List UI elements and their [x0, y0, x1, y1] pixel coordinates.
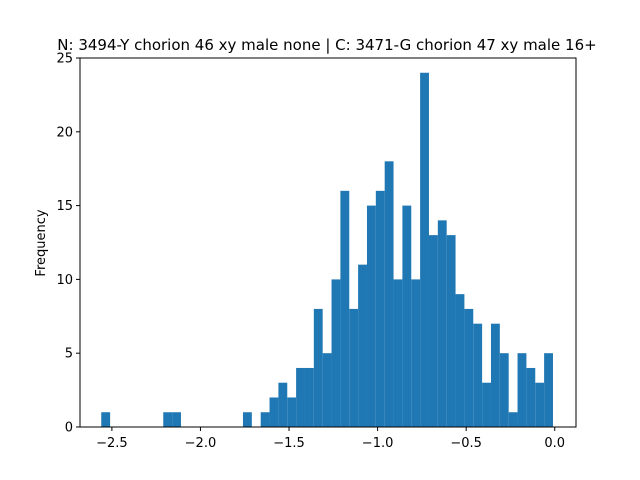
histogram-bar-5	[269, 397, 279, 427]
histogram-bar-27	[464, 308, 474, 427]
x-tick-label: −0.5	[450, 436, 482, 451]
histogram-bar-1	[163, 412, 173, 427]
x-tick-label: −1.5	[273, 436, 305, 451]
histogram-bar-9	[304, 367, 314, 427]
histogram-bar-31	[499, 353, 509, 427]
histogram-bar-16	[366, 205, 376, 427]
histogram-bar-10	[313, 308, 323, 427]
histogram-bar-7	[287, 397, 297, 427]
histogram-bar-22	[420, 72, 429, 427]
x-tick-label: −1.0	[362, 436, 394, 451]
histogram-bar-13	[340, 190, 350, 427]
histogram-bar-3	[242, 412, 252, 427]
x-tick-label: 0.0	[544, 436, 565, 451]
x-tick-label: −2.5	[96, 436, 128, 451]
histogram-bar-26	[455, 294, 465, 427]
histogram-bar-23	[428, 235, 438, 427]
histogram-bar-30	[490, 323, 500, 427]
y-tick-label: 25	[56, 52, 73, 67]
histogram-bar-21	[411, 279, 421, 427]
histogram-bar-8	[296, 367, 305, 427]
histogram-bar-0	[101, 412, 111, 427]
y-tick-label: 10	[56, 273, 73, 288]
histogram-bar-20	[402, 205, 412, 427]
x-tick-label: −2.0	[185, 436, 217, 451]
histogram-bar-6	[278, 382, 288, 427]
histogram-bar-28	[473, 323, 483, 427]
histogram-bar-12	[331, 279, 341, 427]
chart-title: N: 3494-Y chorion 46 xy male none | C: 3…	[57, 36, 596, 54]
y-tick-label: 15	[56, 199, 73, 214]
histogram-bar-17	[375, 190, 385, 427]
histogram-bar-33	[517, 353, 527, 427]
histogram-bar-36	[544, 353, 553, 427]
histogram-bar-15	[358, 264, 367, 427]
histogram-bar-14	[349, 308, 359, 427]
histogram-bar-32	[508, 412, 518, 427]
histogram-bar-19	[393, 279, 403, 427]
x-axis: −2.5 −2.0 −1.5 −1.0 −0.5 0.0	[96, 427, 565, 451]
plot-frame	[79, 57, 577, 428]
histogram-bar-34	[526, 367, 536, 427]
y-tick-label: 0	[65, 421, 73, 436]
y-axis: 0 5 10 15 20 25	[56, 52, 80, 436]
histogram-bar-2	[172, 412, 181, 427]
y-tick-label: 20	[56, 125, 73, 140]
y-tick-label: 5	[65, 347, 73, 362]
histogram-bar-29	[482, 382, 491, 427]
histogram-bar-25	[446, 235, 456, 427]
histogram-bar-18	[384, 161, 394, 427]
histogram-bar-4	[260, 412, 270, 427]
y-axis-label: Frequency	[34, 209, 49, 276]
histogram-bar-11	[322, 353, 332, 427]
histogram-bar-24	[437, 220, 447, 427]
histogram-bar-35	[535, 382, 545, 427]
histogram-bars	[101, 72, 553, 427]
